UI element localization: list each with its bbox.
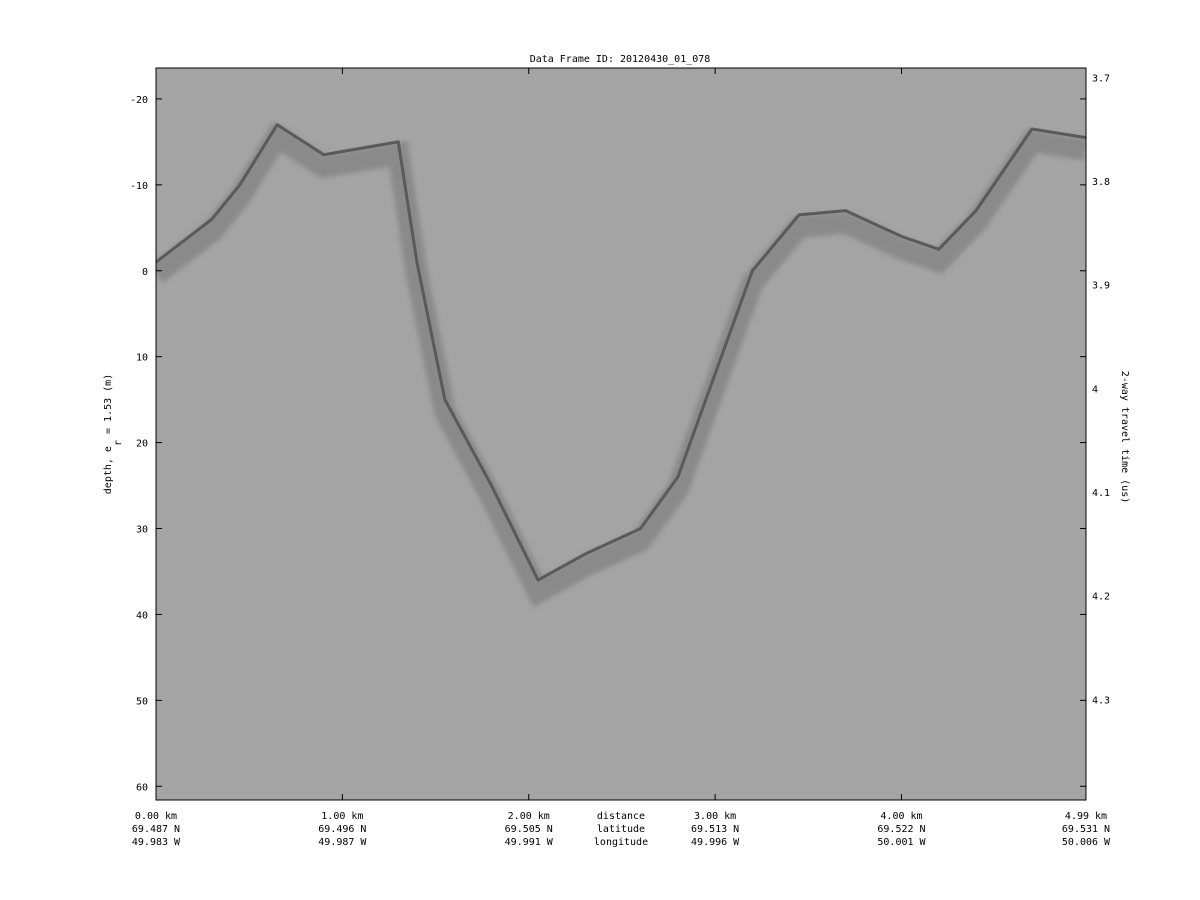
x-row-label-distance: distance [597,811,645,822]
x-tick-distance: 0.00 km [135,811,177,822]
x-tick-distance: 1.00 km [321,811,363,822]
y-tick-label: 30 [136,525,148,536]
y2-tick-label: 4.3 [1092,695,1110,706]
x-tick-distance: 3.00 km [694,811,736,822]
x-tick-latitude: 69.496 N [318,824,366,835]
x-tick-longitude: 50.001 W [877,837,926,848]
x-tick-longitude: 49.991 W [505,837,554,848]
y2-tick-label: 3.8 [1092,177,1110,188]
x-tick-latitude: 69.522 N [877,824,925,835]
y-tick-label: 60 [136,782,148,793]
x-tick-longitude: 49.987 W [318,837,367,848]
y-tick-label: 0 [142,267,148,278]
plot-frame [155,67,1087,801]
y-tick-label: 40 [136,610,148,621]
y2-tick-label: 4.1 [1092,488,1110,499]
x-tick-longitude: 49.996 W [691,837,740,848]
y2-axis-label: 2-way travel time (us) [1119,371,1130,503]
x-tick-latitude: 69.487 N [132,824,180,835]
y2-tick-label: 3.9 [1092,281,1110,292]
y2-tick-label: 4.2 [1092,592,1110,603]
x-tick-latitude: 69.513 N [691,824,739,835]
y-tick-label: 20 [136,439,148,450]
x-tick-latitude: 69.531 N [1062,824,1110,835]
y-tick-label: -10 [130,181,148,192]
x-row-label-latitude: latitude [597,824,645,835]
x-tick-latitude: 69.505 N [505,824,553,835]
y-axis-label: depth, er = 1.53 (m) [103,374,124,494]
y-tick-label: 50 [136,696,148,707]
echogram-noise [156,68,1086,800]
y2-tick-label: 4 [1092,384,1098,395]
x-tick-distance: 4.99 km [1065,811,1107,822]
y-tick-label: 10 [136,353,148,364]
y2-tick-label: 3.7 [1092,73,1110,84]
x-tick-longitude: 50.006 W [1062,837,1111,848]
chart-title: Data Frame ID: 20120430_01_078 [530,54,711,65]
x-tick-longitude: 49.983 W [132,837,181,848]
y-tick-label: -20 [130,95,148,106]
x-tick-distance: 4.00 km [880,811,922,822]
x-tick-distance: 2.00 km [508,811,550,822]
x-row-label-longitude: longitude [594,837,648,848]
